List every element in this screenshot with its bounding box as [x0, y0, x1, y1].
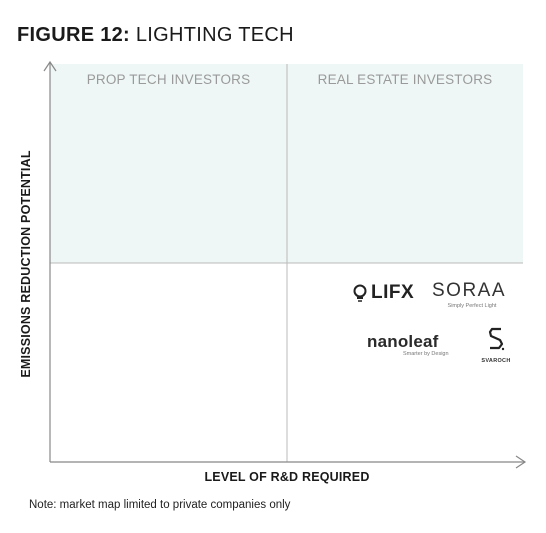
figure-number: FIGURE 12:: [17, 24, 131, 46]
quadrant-label-prop-tech: PROP TECH INVESTORS: [86, 72, 251, 87]
quadrant-top-left-fill: [50, 64, 287, 263]
y-axis-label: EMISSIONS REDUCTION POTENTIAL: [19, 150, 33, 378]
x-axis-arrow: [515, 455, 527, 469]
footnote: Note: market map limited to private comp…: [29, 499, 291, 511]
lifx-logo: LIFX: [352, 282, 414, 304]
svaroch-wordmark: SVAROCH: [481, 358, 511, 364]
quadrant-top-right-fill: [287, 64, 523, 263]
svaroch-logo: SVAROCH: [478, 326, 514, 364]
soraa-logo: SORAA Simply Perfect Light: [432, 280, 512, 309]
soraa-wordmark: SORAA: [432, 280, 507, 301]
nanoleaf-wordmark: nanoleaf: [367, 332, 439, 351]
svaroch-s-icon: [488, 327, 505, 351]
lightbulb-icon: [353, 284, 367, 302]
figure-title: FIGURE 12: LIGHTING TECH: [17, 24, 294, 47]
nanoleaf-logo: nanoleaf Smarter by Design: [367, 332, 457, 357]
y-axis-arrow: [43, 60, 57, 72]
nanoleaf-tagline: Smarter by Design: [403, 351, 449, 357]
soraa-tagline: Simply Perfect Light: [447, 303, 497, 309]
x-axis-label: LEVEL OF R&D REQUIRED: [204, 470, 370, 484]
lifx-wordmark: LIFX: [371, 282, 415, 303]
figure-title-text: LIGHTING TECH: [130, 24, 294, 46]
quadrant-label-real-estate: REAL ESTATE INVESTORS: [317, 72, 493, 87]
